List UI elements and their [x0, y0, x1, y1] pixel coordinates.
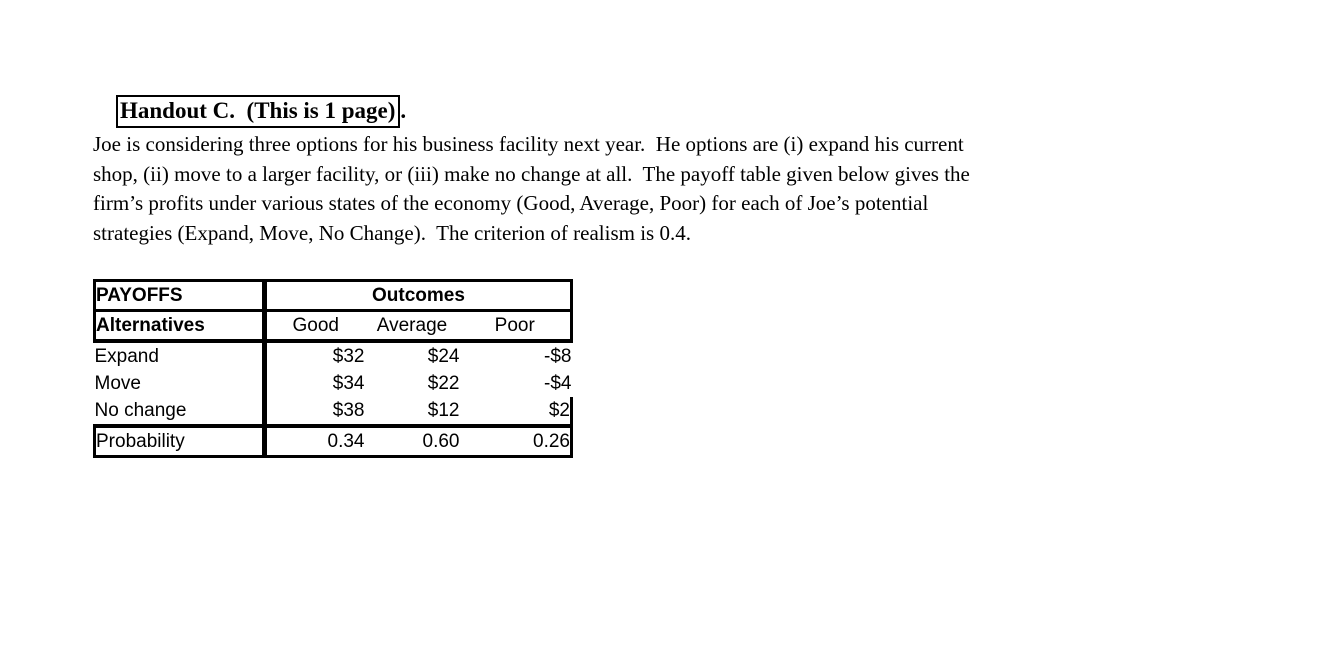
probability-good-value: 0.34 [264, 424, 365, 458]
table-row-no-change: No change $38 $12 $2 [94, 397, 573, 426]
table-row-header-1: PAYOFFS Outcomes [93, 279, 573, 312]
row-label-no-change: No change [94, 397, 267, 426]
payoff-table-container: PAYOFFS Outcomes Alternatives Good Avera… [93, 279, 573, 458]
table-row-expand: Expand $32 $24 -$8 [94, 341, 572, 370]
outcome-header-average: Average [364, 309, 460, 343]
paragraph-line: strategies (Expand, Move, No Change). Th… [93, 220, 691, 245]
table-row-move: Move $34 $22 -$4 [94, 370, 572, 397]
probability-poor-value: 0.26 [459, 424, 573, 458]
row-label-expand: Expand [94, 341, 267, 370]
payoffs-corner-cell: PAYOFFS [93, 279, 267, 312]
handout-heading-box: Handout C. (This is 1 page) [116, 95, 401, 128]
outcomes-header-cell: Outcomes [263, 279, 573, 312]
row-label-probability: Probability [93, 424, 267, 458]
no-change-good-value: $38 [332, 399, 365, 421]
table-row-probability: Probability 0.34 0.60 0.26 [93, 424, 573, 458]
move-average-value: $22 [427, 372, 460, 394]
outcome-header-poor: Poor [459, 309, 573, 343]
intro-paragraph: Joe is considering three options for his… [93, 130, 970, 248]
paragraph-line: firm’s profits under various states of t… [93, 191, 929, 215]
paragraph-line: Joe is considering three options for his… [93, 132, 964, 156]
handout-heading-text: Handout C. (This is 1 page) [120, 98, 396, 123]
handout-heading-period: . [400, 98, 407, 123]
expand-good-value: $32 [332, 345, 365, 367]
expand-poor-value: -$8 [544, 345, 572, 367]
probability-average-value: 0.60 [364, 424, 460, 458]
no-change-average-value: $12 [427, 399, 460, 421]
move-poor-value: -$4 [544, 372, 572, 394]
alternatives-header-cell: Alternatives [93, 309, 267, 343]
expand-average-value: $24 [427, 345, 460, 367]
payoff-table: PAYOFFS Outcomes Alternatives Good Avera… [93, 279, 573, 458]
move-good-value: $34 [332, 372, 365, 394]
handout-heading: Handout C. (This is 1 page). [93, 69, 406, 154]
outcome-header-good: Good [264, 309, 365, 343]
row-label-move: Move [94, 370, 267, 397]
table-row-header-2: Alternatives Good Average Poor [93, 309, 573, 343]
paragraph-line: shop, (ii) move to a larger facility, or… [93, 161, 970, 186]
no-change-poor-value: $2 [459, 397, 573, 426]
